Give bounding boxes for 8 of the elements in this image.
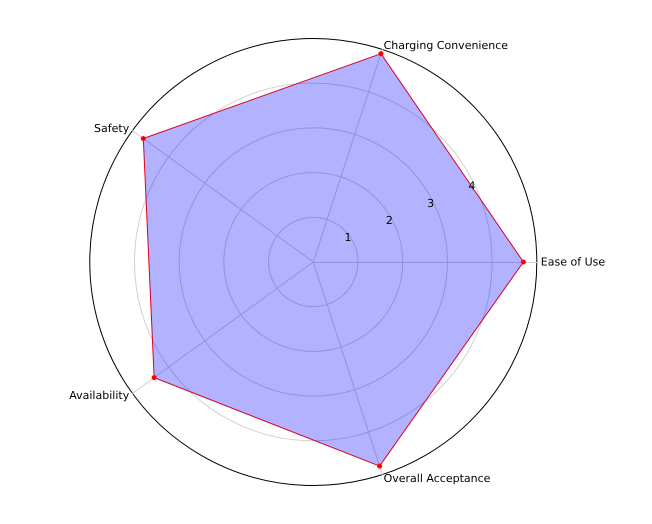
spoke-label: Charging Convenience bbox=[384, 39, 508, 52]
spoke-label: Overall Acceptance bbox=[384, 472, 491, 485]
spoke-label: Ease of Use bbox=[540, 256, 606, 268]
y-tick-label: 1 bbox=[344, 231, 352, 244]
spoke-label: Safety bbox=[94, 122, 130, 135]
spoke-label: Availability bbox=[69, 389, 130, 402]
y-tick-label: 3 bbox=[427, 196, 434, 210]
y-tick-label: 2 bbox=[386, 214, 393, 227]
